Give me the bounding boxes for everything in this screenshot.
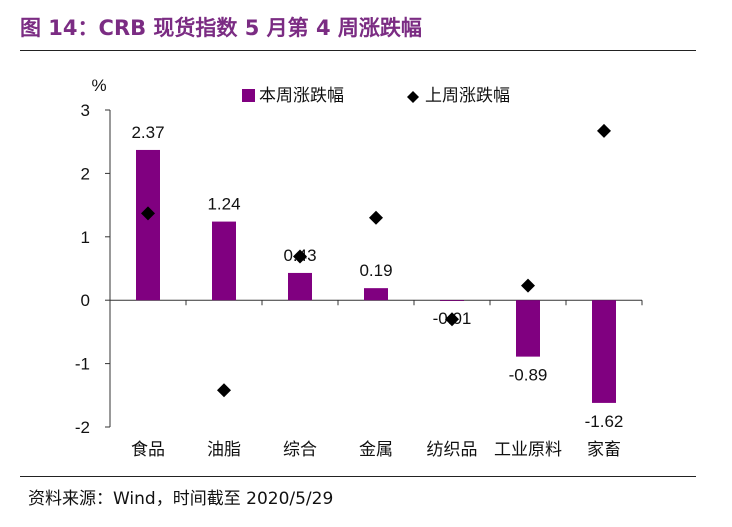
y-axis-unit: % — [91, 76, 106, 95]
data-label-5: -0.89 — [509, 366, 548, 385]
y-tick-label: 0 — [81, 291, 90, 310]
chart-title: 图 14：CRB 现货指数 5 月第 4 周涨跌幅 — [20, 16, 422, 40]
legend-swatch-marker — [407, 91, 419, 103]
y-tick-label: -2 — [75, 418, 90, 437]
bar-2 — [288, 272, 312, 301]
y-tick-label: -1 — [75, 355, 90, 374]
x-tick-label-2: 综合 — [283, 440, 317, 459]
data-label-6: -1.62 — [585, 412, 624, 431]
data-label-1: 1.24 — [207, 195, 240, 214]
marker-1 — [217, 383, 231, 398]
bar-1 — [212, 221, 236, 301]
marker-4 — [445, 312, 459, 327]
x-tick-label-3: 金属 — [359, 440, 393, 459]
marker-6 — [597, 123, 611, 138]
marker-5 — [521, 278, 535, 293]
legend-swatch-bar — [242, 89, 255, 102]
bar-5 — [516, 300, 540, 357]
bar-6 — [592, 300, 616, 403]
legend-label-marker: 上周涨跌幅 — [425, 86, 510, 105]
x-tick-label-6: 家畜 — [587, 440, 621, 459]
x-tick-label-1: 油脂 — [207, 440, 241, 459]
y-tick-label: 1 — [81, 228, 90, 247]
bar-4 — [440, 300, 464, 301]
data-label-3: 0.19 — [359, 261, 392, 280]
top-rule — [20, 50, 696, 51]
marker-0 — [141, 206, 155, 221]
x-tick-label-4: 纺织品 — [427, 440, 478, 459]
source-note: 资料来源：Wind，时间截至 2020/5/29 — [28, 489, 334, 509]
data-label-0: 2.37 — [131, 123, 164, 142]
marker-2 — [293, 249, 307, 264]
y-tick-label: 2 — [81, 164, 90, 183]
marker-3 — [369, 210, 383, 225]
y-tick-label: 3 — [81, 101, 90, 120]
bottom-rule — [20, 476, 696, 477]
bar-0 — [136, 149, 160, 301]
legend-label-bar: 本周涨跌幅 — [259, 86, 344, 105]
bar-3 — [364, 288, 388, 301]
x-tick-label-0: 食品 — [131, 440, 165, 459]
x-tick-label-5: 工业原料 — [494, 440, 562, 459]
